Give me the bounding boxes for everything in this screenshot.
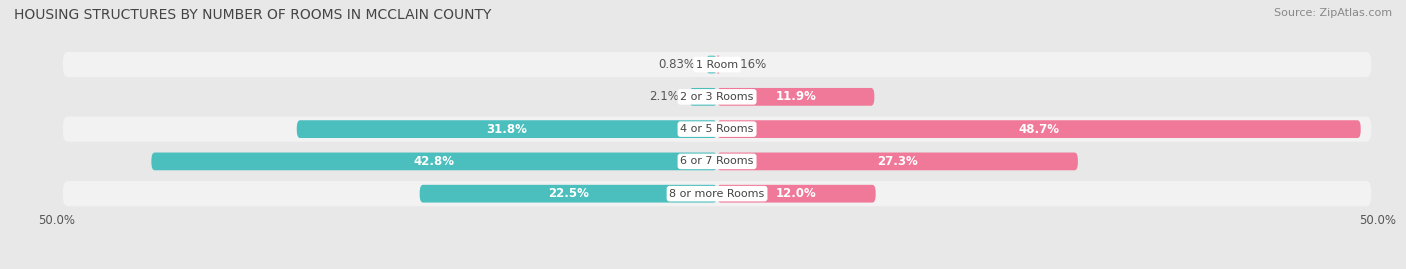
FancyBboxPatch shape — [706, 56, 717, 73]
FancyBboxPatch shape — [63, 149, 1371, 174]
Text: 4 or 5 Rooms: 4 or 5 Rooms — [681, 124, 754, 134]
FancyBboxPatch shape — [63, 116, 1371, 142]
FancyBboxPatch shape — [689, 88, 717, 106]
FancyBboxPatch shape — [297, 120, 717, 138]
FancyBboxPatch shape — [419, 185, 717, 203]
Text: 22.5%: 22.5% — [548, 187, 589, 200]
Text: 8 or more Rooms: 8 or more Rooms — [669, 189, 765, 199]
Text: 48.7%: 48.7% — [1018, 123, 1059, 136]
Text: 2.1%: 2.1% — [648, 90, 679, 103]
Text: 6 or 7 Rooms: 6 or 7 Rooms — [681, 156, 754, 167]
FancyBboxPatch shape — [716, 56, 720, 73]
FancyBboxPatch shape — [63, 52, 1371, 77]
FancyBboxPatch shape — [63, 181, 1371, 206]
FancyBboxPatch shape — [63, 84, 1371, 109]
Text: Source: ZipAtlas.com: Source: ZipAtlas.com — [1274, 8, 1392, 18]
FancyBboxPatch shape — [717, 153, 1078, 170]
Text: 11.9%: 11.9% — [775, 90, 815, 103]
Text: 12.0%: 12.0% — [776, 187, 817, 200]
Text: 2 or 3 Rooms: 2 or 3 Rooms — [681, 92, 754, 102]
Text: 1 Room: 1 Room — [696, 59, 738, 70]
FancyBboxPatch shape — [717, 88, 875, 106]
FancyBboxPatch shape — [717, 185, 876, 203]
FancyBboxPatch shape — [717, 120, 1361, 138]
Text: 31.8%: 31.8% — [486, 123, 527, 136]
Text: 0.83%: 0.83% — [658, 58, 696, 71]
Text: HOUSING STRUCTURES BY NUMBER OF ROOMS IN MCCLAIN COUNTY: HOUSING STRUCTURES BY NUMBER OF ROOMS IN… — [14, 8, 492, 22]
FancyBboxPatch shape — [152, 153, 717, 170]
Text: 27.3%: 27.3% — [877, 155, 918, 168]
Text: 0.16%: 0.16% — [730, 58, 768, 71]
Text: 42.8%: 42.8% — [413, 155, 454, 168]
